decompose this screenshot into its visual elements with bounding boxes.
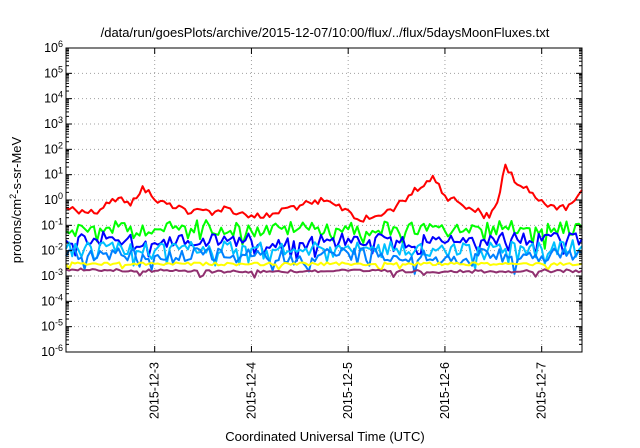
x-tick-label: 2015-12-5 <box>341 362 355 419</box>
y-tick-label-base: 10 <box>41 269 55 283</box>
y-tick-label-base: 10 <box>44 142 58 156</box>
chart-title: /data/run/goesPlots/archive/2015-12-07/1… <box>101 25 550 40</box>
y-tick-label: 10-5 <box>41 318 63 334</box>
y-tick-label-base: 10 <box>41 345 55 359</box>
y-tick-label-base: 10 <box>44 41 58 55</box>
y-tick-label: 10-6 <box>41 343 63 359</box>
x-tick-label: 2015-12-4 <box>244 362 258 419</box>
y-tick-label-exponent: -4 <box>55 292 63 302</box>
x-tick-labels: 2015-12-3 2015-12-4 2015-12-5 2015-12-6 2015… <box>148 362 549 419</box>
y-tick-label-exponent: 1 <box>58 166 63 176</box>
y-tick-label-base: 10 <box>44 66 58 80</box>
y-tick-label-exponent: -1 <box>55 216 63 226</box>
y-tick-label-exponent: 2 <box>58 140 63 150</box>
y-axis-label: protons/cm2-s-sr-MeV <box>8 136 24 263</box>
series-line <box>65 163 583 223</box>
y-tick-label: 10-4 <box>41 292 63 308</box>
y-tick-label: 100 <box>44 191 63 207</box>
y-axis-label-unit: -s-sr-MeV <box>9 136 24 193</box>
y-tick-label-base: 10 <box>41 294 55 308</box>
y-tick-label-base: 10 <box>44 168 58 182</box>
y-tick-label-exponent: 4 <box>58 90 63 100</box>
y-tick-label: 105 <box>44 64 63 80</box>
series-line <box>65 247 583 275</box>
y-tick-label: 10-1 <box>41 216 63 232</box>
y-tick-label-base: 10 <box>44 92 58 106</box>
y-tick-label-exponent: 3 <box>58 115 63 125</box>
series-line <box>65 219 583 250</box>
series-line <box>65 267 583 279</box>
plot-frame <box>65 47 583 353</box>
y-axis-label-main: protons/cm <box>9 199 24 263</box>
y-tick-label-exponent: -6 <box>55 343 63 353</box>
y-tick-label: 104 <box>44 90 63 106</box>
y-tick-label: 102 <box>44 140 63 156</box>
series-lines <box>65 163 583 279</box>
series-line <box>65 230 583 262</box>
y-tick-label-base: 10 <box>41 218 55 232</box>
y-tick-label-base: 10 <box>41 320 55 334</box>
y-tick-label: 10-2 <box>41 242 63 258</box>
y-axis-label-sup: 2 <box>8 194 18 199</box>
x-tick-label: 2015-12-7 <box>535 362 549 419</box>
x-tick-label: 2015-12-6 <box>438 362 452 419</box>
y-tick-label-exponent: -3 <box>55 267 63 277</box>
y-tick-label-base: 10 <box>44 117 58 131</box>
series-line <box>65 261 583 271</box>
y-tick-label: 10-3 <box>41 267 63 283</box>
series-line <box>65 239 583 270</box>
y-tick-label-exponent: 0 <box>58 191 63 201</box>
y-tick-label-exponent: -2 <box>55 242 63 252</box>
y-tick-label-base: 10 <box>44 193 58 207</box>
y-tick-labels: 10-610-510-410-310-210-11001011021031041… <box>41 39 63 359</box>
y-tick-label-base: 10 <box>41 244 55 258</box>
y-tick-label: 103 <box>44 115 63 131</box>
y-tick-label-exponent: 5 <box>58 64 63 74</box>
x-tick-label: 2015-12-3 <box>148 362 162 419</box>
y-tick-label: 106 <box>44 39 63 55</box>
y-tick-label-exponent: -5 <box>55 318 63 328</box>
y-tick-label: 101 <box>44 166 63 182</box>
y-tick-label-exponent: 6 <box>58 39 63 49</box>
x-axis-label: Coordinated Universal Time (UTC) <box>225 429 424 444</box>
axes <box>65 47 583 353</box>
